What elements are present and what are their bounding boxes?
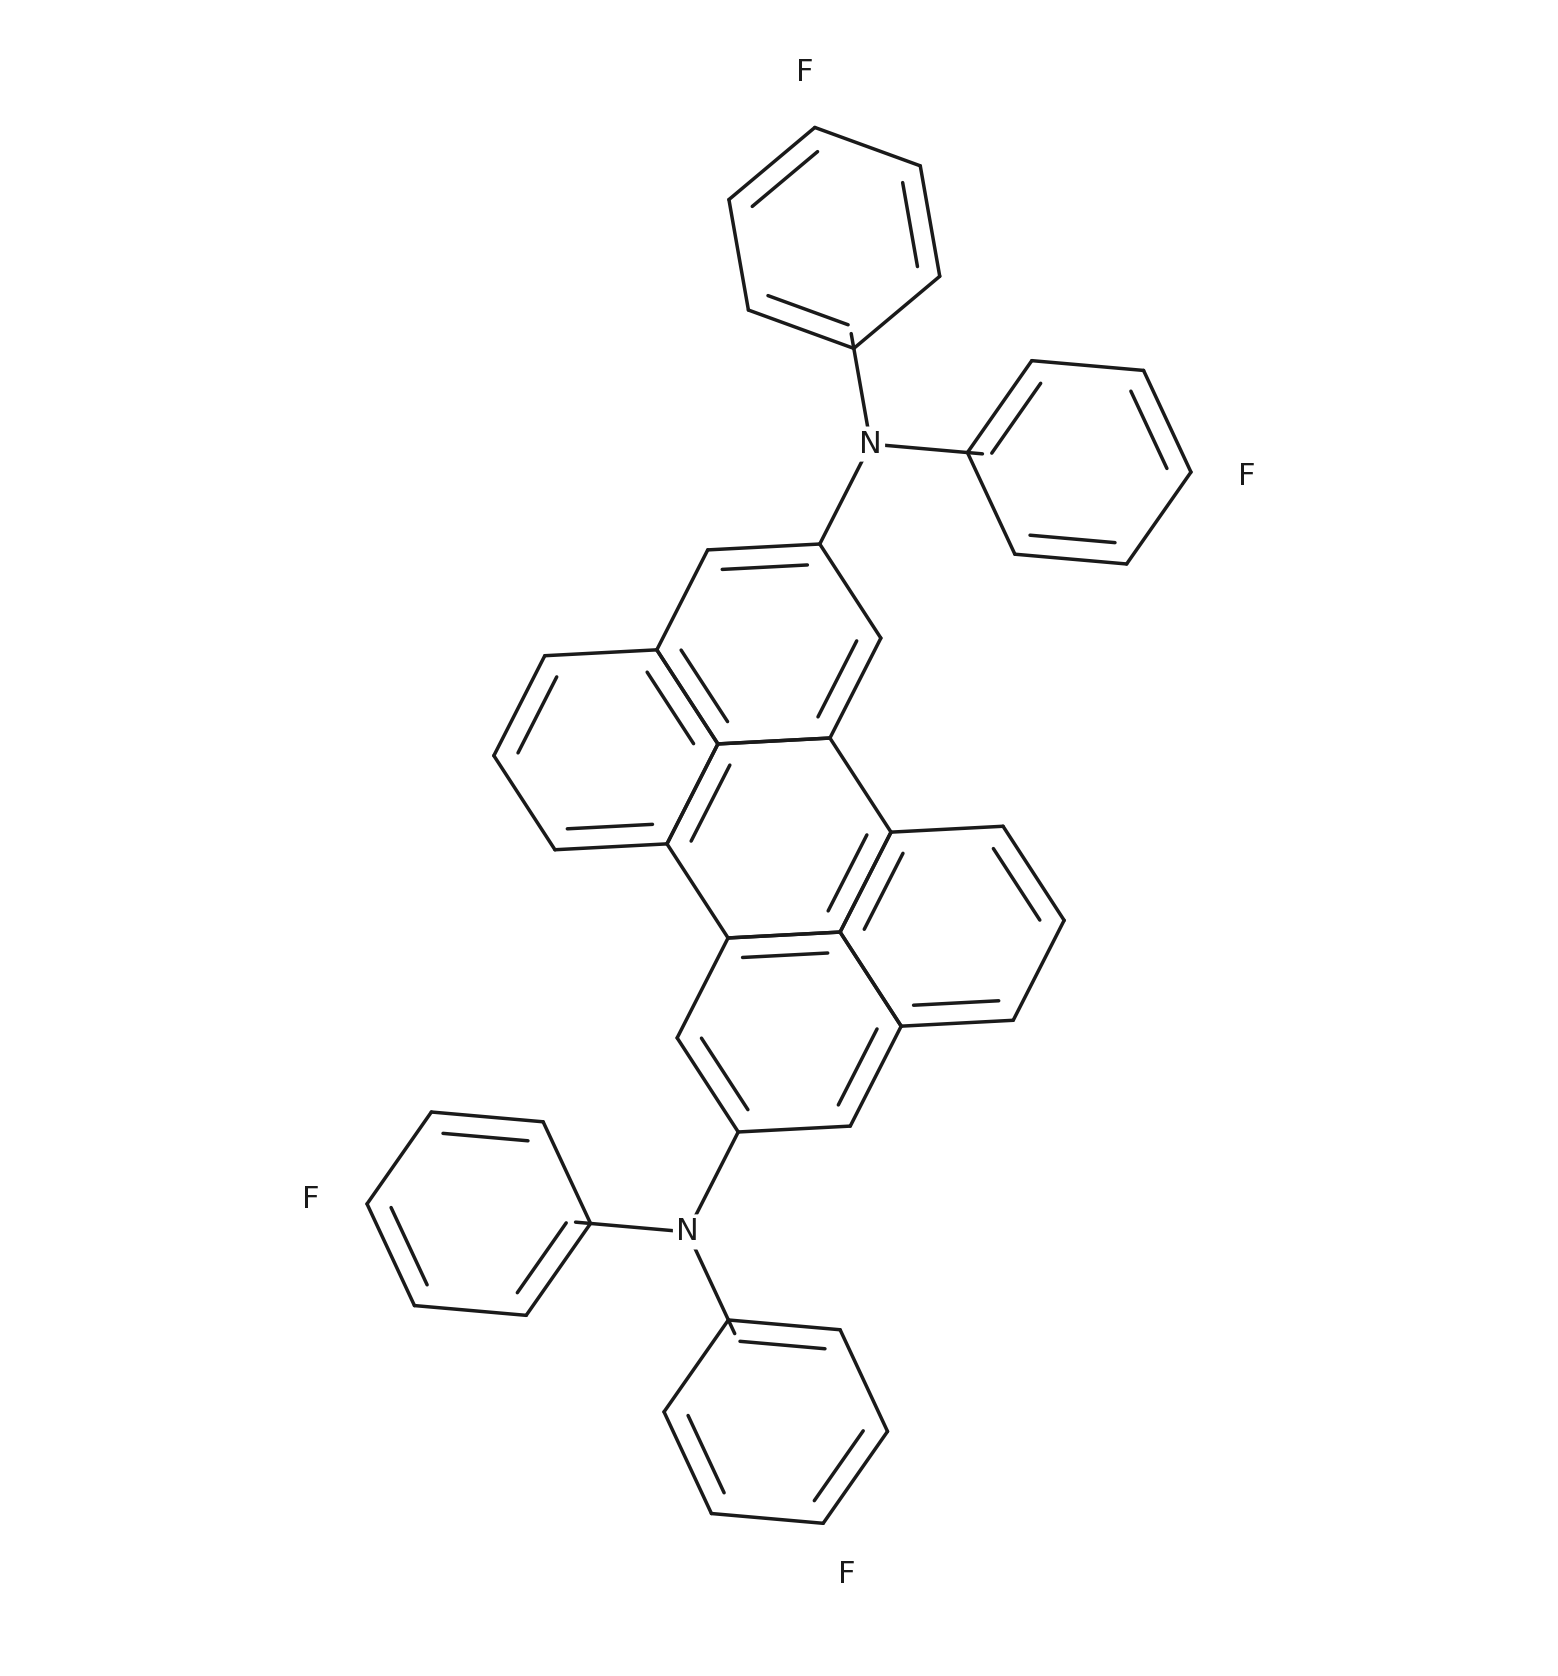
Text: F: F xyxy=(302,1185,319,1213)
Text: N: N xyxy=(860,429,882,459)
Text: F: F xyxy=(796,57,813,87)
Text: F: F xyxy=(838,1560,855,1589)
Text: F: F xyxy=(1239,463,1256,491)
Text: N: N xyxy=(676,1217,698,1247)
